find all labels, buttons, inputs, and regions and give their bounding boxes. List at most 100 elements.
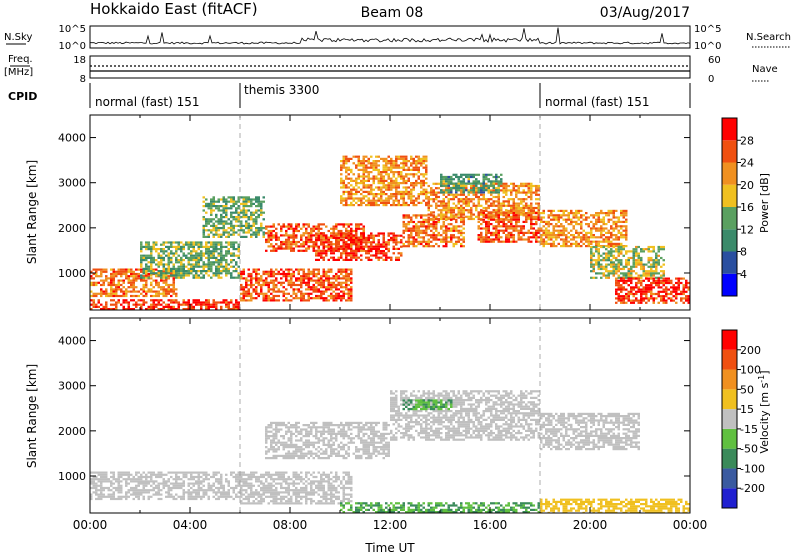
power-cell	[175, 261, 178, 264]
power-cell	[450, 175, 453, 179]
power-cell	[340, 173, 343, 176]
power-cell	[285, 288, 288, 291]
power-cell	[347, 292, 350, 295]
power-cell	[595, 261, 598, 264]
power-cell	[97, 281, 100, 284]
power-cell	[635, 292, 638, 296]
power-cell	[270, 234, 273, 237]
power-cell	[182, 301, 185, 304]
power-cell	[285, 275, 288, 278]
power-cell	[665, 286, 668, 289]
power-cell	[572, 214, 575, 217]
power-cell	[307, 245, 310, 248]
power-cell	[225, 222, 228, 225]
power-cell	[150, 248, 153, 251]
power-cell	[237, 200, 240, 203]
power-cell	[437, 195, 440, 199]
power-cell	[512, 206, 515, 210]
power-cell	[577, 236, 580, 239]
power-cell	[310, 232, 313, 235]
power-cell	[597, 236, 600, 239]
power-cell	[665, 292, 668, 296]
power-cell	[382, 232, 385, 235]
power-cell	[620, 209, 623, 212]
power-cell	[640, 295, 643, 298]
power-cell	[275, 272, 278, 276]
power-cell	[362, 195, 365, 198]
power-cell	[590, 256, 593, 260]
power-cell	[652, 279, 655, 282]
power-cell	[460, 229, 463, 232]
power-cell	[262, 292, 265, 295]
power-cell	[145, 276, 148, 279]
power-cell	[120, 294, 123, 298]
power-cell	[595, 276, 598, 279]
power-cell	[225, 252, 228, 255]
power-cell	[340, 245, 343, 248]
power-cell	[467, 193, 470, 196]
power-cell	[132, 279, 135, 282]
power-cell	[222, 216, 225, 219]
power-cell	[235, 299, 238, 302]
power-cell	[612, 250, 615, 253]
power-cell	[405, 245, 408, 248]
power-cell	[252, 283, 255, 287]
power-cell	[432, 236, 435, 239]
power-cell	[397, 258, 400, 261]
power-cell	[460, 193, 463, 196]
power-band-14	[590, 245, 665, 279]
power-cell	[415, 155, 418, 158]
power-cell	[660, 281, 663, 285]
power-cell	[480, 189, 483, 192]
power-cell	[265, 279, 268, 282]
power-cell	[327, 286, 330, 289]
power-cell	[420, 220, 423, 224]
power-cell	[500, 225, 503, 228]
power-cell	[645, 286, 648, 289]
power-cell	[660, 276, 663, 279]
power-cell	[557, 236, 560, 239]
power-cell	[362, 201, 365, 204]
power-cell	[400, 173, 403, 176]
power-cell	[150, 288, 153, 291]
power-cell	[225, 216, 228, 219]
power-cell	[217, 198, 220, 201]
power-cell	[190, 308, 193, 310]
power-cell	[610, 225, 613, 228]
power-cell	[607, 256, 610, 260]
power-cell	[660, 297, 663, 300]
power-cell	[520, 206, 523, 210]
power-cell	[342, 292, 345, 295]
power-cell	[362, 168, 365, 171]
power-cell	[460, 186, 463, 190]
power-cell	[230, 254, 233, 257]
power-cell	[180, 241, 183, 244]
power-cell	[112, 292, 115, 295]
power-cell	[127, 308, 130, 310]
power-cell	[380, 190, 383, 193]
power-cell	[570, 212, 573, 215]
power-cell	[417, 242, 420, 246]
power-cell	[652, 259, 655, 262]
power-cell	[285, 268, 288, 271]
power-cell	[527, 204, 530, 207]
power-cell	[122, 294, 125, 298]
power-cell	[545, 236, 548, 239]
power-cell	[265, 292, 268, 295]
power-cell	[265, 240, 268, 244]
power-cell	[152, 305, 155, 308]
power-cell	[370, 234, 373, 237]
power-cell	[162, 265, 165, 268]
power-cell	[287, 272, 290, 276]
power-cell	[525, 215, 528, 218]
power-cell	[562, 225, 565, 228]
power-cell	[480, 236, 483, 239]
power-cell	[290, 236, 293, 239]
power-cell	[552, 218, 555, 221]
power-cell	[655, 279, 658, 282]
power-cell	[392, 175, 395, 178]
power-cell	[245, 220, 248, 223]
power-cell	[302, 292, 305, 295]
power-cell	[167, 299, 170, 302]
power-cell	[607, 254, 610, 257]
